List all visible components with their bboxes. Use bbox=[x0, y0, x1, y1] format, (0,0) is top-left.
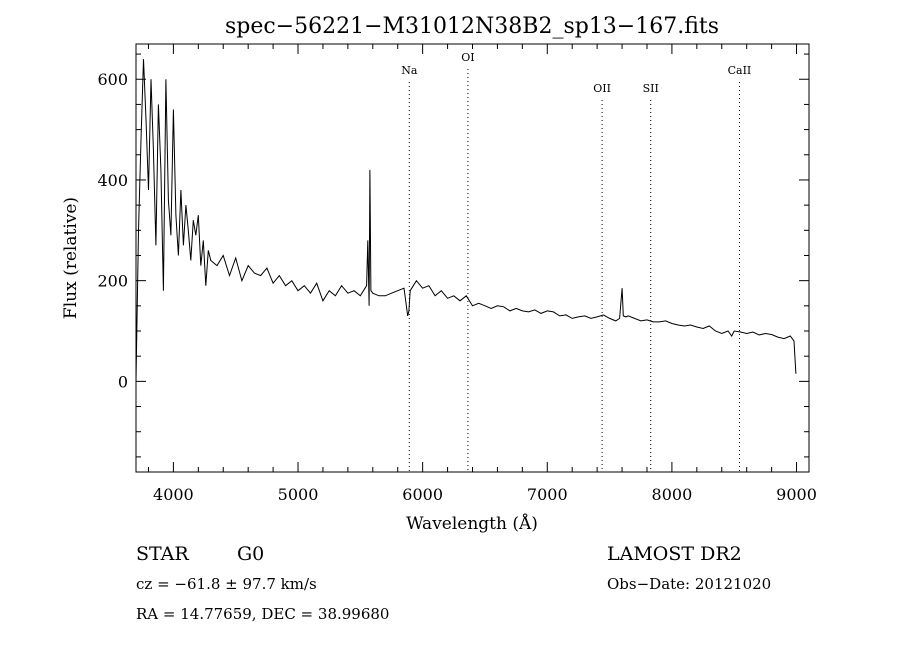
y-axis: 0 200 400 600 bbox=[97, 53, 809, 458]
x-tick-label: 6000 bbox=[402, 485, 443, 504]
y-axis-label: Flux (relative) bbox=[61, 197, 81, 319]
plot-frame bbox=[135, 43, 810, 473]
y-tick-label: 400 bbox=[97, 171, 128, 190]
y-tick-label: 200 bbox=[97, 272, 128, 291]
y-tick-label: 600 bbox=[97, 70, 128, 89]
observation-date: Obs−Date: 20121020 bbox=[607, 575, 771, 593]
spectral-line-label: OII bbox=[593, 82, 611, 95]
spectral-line-label: Na bbox=[401, 64, 418, 77]
object-subclass: G0 bbox=[237, 543, 264, 565]
spectral-line-label: CaII bbox=[728, 64, 752, 77]
spectrum-line bbox=[135, 59, 797, 382]
x-tick-label: 7000 bbox=[527, 485, 568, 504]
x-tick-label: 9000 bbox=[776, 485, 817, 504]
survey-name: LAMOST DR2 bbox=[607, 543, 742, 565]
x-tick-label: 8000 bbox=[652, 485, 693, 504]
y-tick-label: 0 bbox=[118, 372, 128, 391]
x-tick-label: 4000 bbox=[153, 485, 194, 504]
x-tick-label: 5000 bbox=[278, 485, 319, 504]
object-class: STAR bbox=[136, 543, 189, 565]
coordinates: RA = 14.77659, DEC = 38.99680 bbox=[136, 605, 389, 623]
spectral-line-label: SII bbox=[643, 82, 659, 95]
redshift-cz: cz = −61.8 ± 97.7 km/s bbox=[136, 575, 317, 593]
chart-title: spec−56221−M31012N38B2_sp13−167.fits bbox=[225, 14, 719, 39]
spectral-line-markers: Na OI OII SII CaII bbox=[401, 51, 751, 472]
spectral-line-label: OI bbox=[461, 51, 474, 64]
x-axis-label: Wavelength (Å) bbox=[406, 513, 538, 534]
x-axis: 4000 5000 6000 7000 8000 9000 bbox=[147, 44, 817, 504]
